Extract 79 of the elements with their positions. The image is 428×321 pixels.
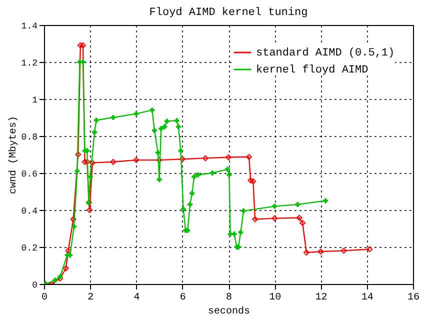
point xyxy=(296,214,302,221)
x-tick-label: 2 xyxy=(88,292,94,304)
point xyxy=(196,172,201,178)
y-tick-label: 0.4 xyxy=(21,206,38,216)
point xyxy=(92,130,98,135)
point xyxy=(89,160,96,166)
point xyxy=(340,248,347,254)
x-axis-title: seconds xyxy=(208,306,250,318)
y-tick-label: 0.6 xyxy=(21,170,38,180)
point xyxy=(210,170,215,176)
point xyxy=(295,202,300,207)
point xyxy=(250,178,256,184)
point xyxy=(156,176,162,182)
point xyxy=(71,224,76,230)
point xyxy=(155,150,160,156)
legend-label: kernel floyd AIMD xyxy=(256,64,369,76)
point xyxy=(134,111,139,116)
y-tick-label: 0 xyxy=(32,280,38,290)
point xyxy=(190,190,195,196)
x-tick-label: 4 xyxy=(134,292,140,304)
y-tick-label: 1 xyxy=(32,96,38,106)
point xyxy=(272,204,278,209)
point xyxy=(179,156,186,162)
point xyxy=(84,158,90,165)
chart-title: Floyd AIMD kernel tuning xyxy=(149,7,308,19)
y-tick-label: 0.2 xyxy=(21,244,38,254)
point xyxy=(62,265,69,272)
point xyxy=(164,118,170,124)
point xyxy=(68,252,73,258)
point xyxy=(180,206,186,212)
point xyxy=(174,118,180,124)
point xyxy=(58,274,63,280)
point xyxy=(225,166,230,172)
point xyxy=(192,174,197,180)
y-tick-label: 1.2 xyxy=(21,58,38,68)
x-tick-label: 8 xyxy=(226,292,232,304)
point xyxy=(248,177,254,184)
x-tick-label: 16 xyxy=(407,292,420,304)
point xyxy=(77,42,84,48)
point xyxy=(74,168,80,174)
point xyxy=(150,108,155,113)
point xyxy=(110,115,116,120)
point xyxy=(226,172,232,178)
point xyxy=(252,216,258,222)
point xyxy=(303,250,310,256)
point xyxy=(178,148,184,154)
legend-label: standard AIMD (0.5,1) xyxy=(256,48,395,60)
x-tick-label: 0 xyxy=(41,292,48,304)
point xyxy=(323,198,328,204)
point xyxy=(80,42,86,48)
point xyxy=(162,124,168,130)
point xyxy=(86,207,93,213)
x-tick-label: 14 xyxy=(361,292,374,304)
point xyxy=(226,154,232,160)
point xyxy=(152,128,157,133)
point xyxy=(75,152,82,158)
point xyxy=(366,246,373,252)
point xyxy=(318,248,324,255)
point xyxy=(158,126,164,132)
point xyxy=(65,248,72,254)
y-axis-title: cwnd (Mbytes) xyxy=(7,116,20,194)
point xyxy=(110,158,116,165)
point xyxy=(133,157,140,164)
point xyxy=(176,124,181,130)
x-tick-label: 10 xyxy=(269,292,282,304)
point xyxy=(52,278,58,283)
y-tick-label: 0.8 xyxy=(21,132,38,142)
point xyxy=(202,155,208,162)
point xyxy=(187,202,192,207)
point xyxy=(240,208,246,214)
point xyxy=(272,215,278,222)
point xyxy=(246,154,252,160)
point xyxy=(70,216,76,222)
y-tick-label: 1.4 xyxy=(21,22,38,32)
point xyxy=(94,118,99,123)
x-tick-label: 6 xyxy=(180,292,186,304)
point xyxy=(300,220,306,226)
point xyxy=(238,230,244,235)
x-tick-label: 12 xyxy=(315,292,328,304)
